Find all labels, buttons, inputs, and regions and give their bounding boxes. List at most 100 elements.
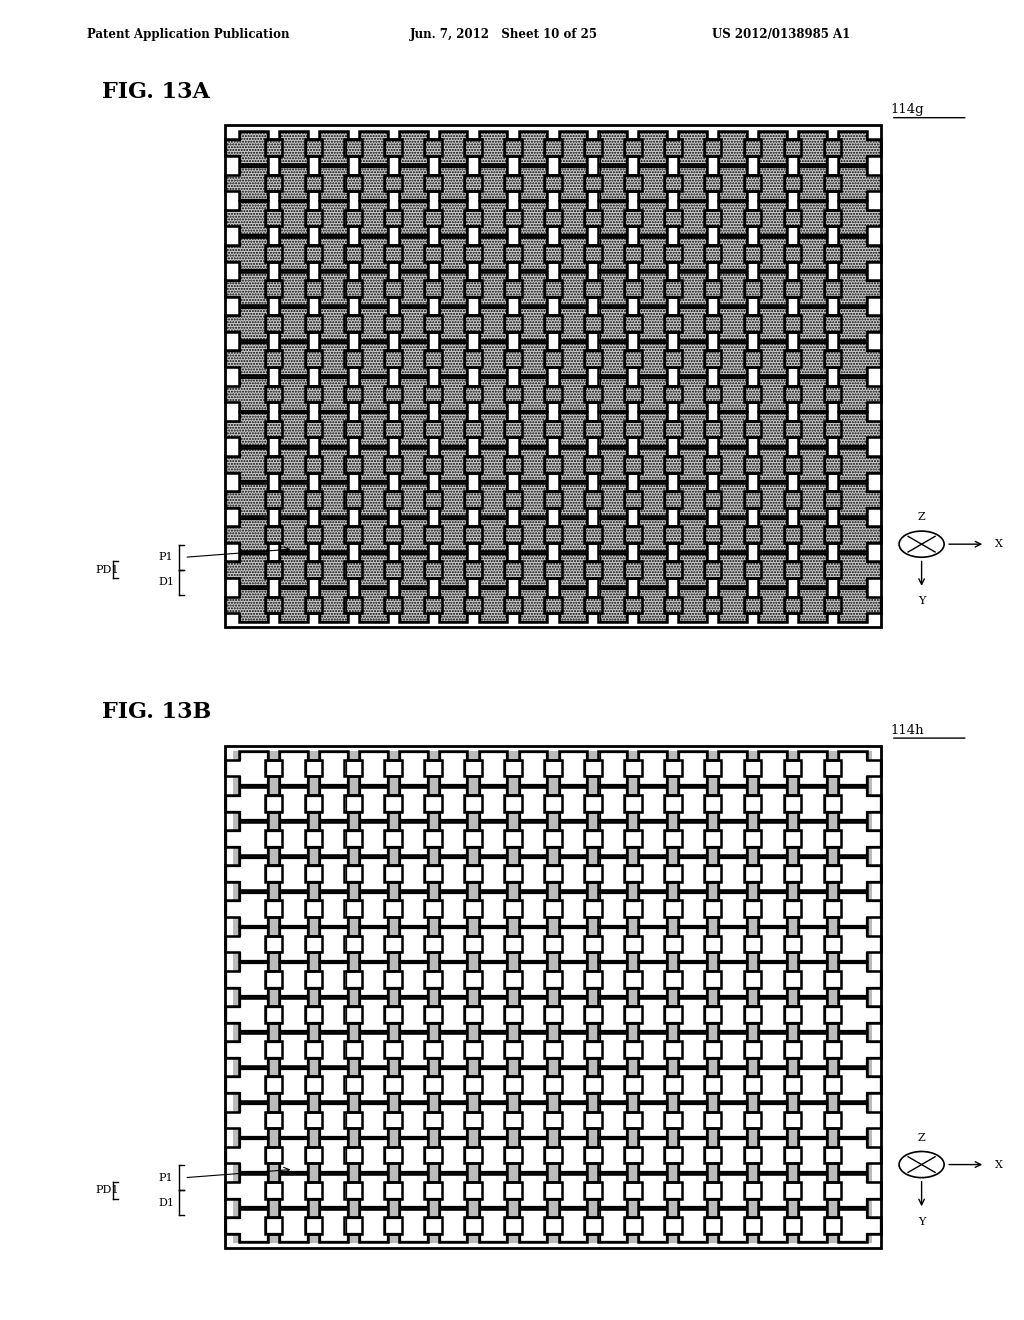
Polygon shape <box>625 343 681 375</box>
Polygon shape <box>465 892 521 925</box>
Polygon shape <box>784 1173 841 1206</box>
Polygon shape <box>345 1104 401 1137</box>
Polygon shape <box>385 166 441 199</box>
Polygon shape <box>345 1209 401 1242</box>
Polygon shape <box>705 1209 761 1242</box>
Polygon shape <box>505 343 561 375</box>
Polygon shape <box>625 413 681 445</box>
Polygon shape <box>385 1069 441 1101</box>
Polygon shape <box>465 787 521 820</box>
Polygon shape <box>385 1173 441 1206</box>
Polygon shape <box>585 1104 641 1137</box>
Polygon shape <box>425 1104 481 1137</box>
Polygon shape <box>465 822 521 854</box>
Polygon shape <box>505 519 561 550</box>
Polygon shape <box>465 1104 521 1137</box>
Polygon shape <box>585 132 641 164</box>
Polygon shape <box>385 787 441 820</box>
Polygon shape <box>305 519 361 550</box>
Polygon shape <box>705 964 761 995</box>
Polygon shape <box>425 132 481 164</box>
Polygon shape <box>425 822 481 854</box>
Polygon shape <box>345 1173 401 1206</box>
Polygon shape <box>665 858 721 890</box>
Text: FIG. 13A: FIG. 13A <box>102 81 210 103</box>
Polygon shape <box>545 752 601 784</box>
Polygon shape <box>265 752 322 784</box>
Polygon shape <box>625 1104 681 1137</box>
Polygon shape <box>784 787 841 820</box>
Polygon shape <box>425 998 481 1031</box>
Polygon shape <box>784 238 841 269</box>
Text: D1: D1 <box>159 1197 175 1208</box>
Polygon shape <box>265 483 322 516</box>
Polygon shape <box>585 483 641 516</box>
Polygon shape <box>225 483 282 516</box>
Polygon shape <box>305 1139 361 1171</box>
Polygon shape <box>824 752 881 784</box>
Polygon shape <box>625 1034 681 1065</box>
Polygon shape <box>425 858 481 890</box>
Polygon shape <box>345 964 401 995</box>
Polygon shape <box>505 1209 561 1242</box>
Polygon shape <box>705 449 761 480</box>
Polygon shape <box>585 1139 641 1171</box>
Polygon shape <box>225 308 282 339</box>
Polygon shape <box>305 892 361 925</box>
Polygon shape <box>665 1139 721 1171</box>
Polygon shape <box>784 858 841 890</box>
Polygon shape <box>744 343 801 375</box>
Polygon shape <box>385 378 441 411</box>
Polygon shape <box>345 308 401 339</box>
Polygon shape <box>625 752 681 784</box>
Polygon shape <box>385 343 441 375</box>
Polygon shape <box>465 964 521 995</box>
Polygon shape <box>225 1069 282 1101</box>
Polygon shape <box>385 519 441 550</box>
Polygon shape <box>665 378 721 411</box>
Polygon shape <box>305 238 361 269</box>
Polygon shape <box>425 519 481 550</box>
Polygon shape <box>824 1069 881 1101</box>
Polygon shape <box>625 928 681 960</box>
Polygon shape <box>425 238 481 269</box>
Polygon shape <box>465 553 521 586</box>
Polygon shape <box>585 964 641 995</box>
Polygon shape <box>625 166 681 199</box>
Polygon shape <box>345 413 401 445</box>
Polygon shape <box>665 1034 721 1065</box>
Polygon shape <box>824 1139 881 1171</box>
Polygon shape <box>625 449 681 480</box>
Polygon shape <box>385 308 441 339</box>
Polygon shape <box>305 787 361 820</box>
Polygon shape <box>625 589 681 622</box>
Polygon shape <box>305 1173 361 1206</box>
Polygon shape <box>625 858 681 890</box>
Polygon shape <box>705 998 761 1031</box>
Polygon shape <box>585 308 641 339</box>
Polygon shape <box>305 483 361 516</box>
Polygon shape <box>784 413 841 445</box>
Polygon shape <box>705 202 761 234</box>
Polygon shape <box>425 964 481 995</box>
Polygon shape <box>425 1209 481 1242</box>
Polygon shape <box>705 822 761 854</box>
Polygon shape <box>305 1034 361 1065</box>
Polygon shape <box>545 964 601 995</box>
Polygon shape <box>305 343 361 375</box>
Polygon shape <box>665 1173 721 1206</box>
Polygon shape <box>784 752 841 784</box>
Polygon shape <box>305 589 361 622</box>
Polygon shape <box>824 238 881 269</box>
Polygon shape <box>744 553 801 586</box>
Polygon shape <box>744 449 801 480</box>
Polygon shape <box>345 132 401 164</box>
Polygon shape <box>385 752 441 784</box>
Polygon shape <box>225 858 282 890</box>
Polygon shape <box>784 519 841 550</box>
Polygon shape <box>465 449 521 480</box>
Polygon shape <box>225 238 282 269</box>
Polygon shape <box>824 132 881 164</box>
Polygon shape <box>545 483 601 516</box>
Polygon shape <box>625 272 681 305</box>
